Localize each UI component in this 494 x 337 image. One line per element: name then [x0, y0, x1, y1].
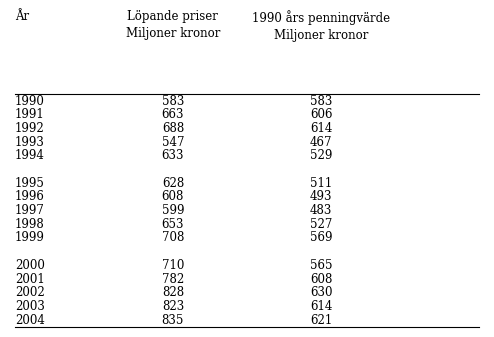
- Text: 621: 621: [310, 313, 332, 327]
- Text: 2004: 2004: [15, 313, 44, 327]
- Text: 835: 835: [162, 313, 184, 327]
- Text: Löpande priser
Miljoner kronor: Löpande priser Miljoner kronor: [125, 10, 220, 40]
- Text: 1990 års penningvärde
Miljoner kronor: 1990 års penningvärde Miljoner kronor: [252, 10, 390, 42]
- Text: 633: 633: [162, 149, 184, 162]
- Text: 823: 823: [162, 300, 184, 313]
- Text: 653: 653: [162, 218, 184, 231]
- Text: 599: 599: [162, 204, 184, 217]
- Text: 1998: 1998: [15, 218, 44, 231]
- Text: 782: 782: [162, 273, 184, 285]
- Text: 614: 614: [310, 300, 332, 313]
- Text: 614: 614: [310, 122, 332, 135]
- Text: 1993: 1993: [15, 136, 44, 149]
- Text: 583: 583: [162, 95, 184, 108]
- Text: 2000: 2000: [15, 259, 44, 272]
- Text: 1997: 1997: [15, 204, 44, 217]
- Text: 828: 828: [162, 286, 184, 299]
- Text: 1992: 1992: [15, 122, 44, 135]
- Text: 1990: 1990: [15, 95, 44, 108]
- Text: 493: 493: [310, 190, 332, 204]
- Text: 527: 527: [310, 218, 332, 231]
- Text: 529: 529: [310, 149, 332, 162]
- Text: År: År: [15, 10, 29, 23]
- Text: 1999: 1999: [15, 232, 44, 244]
- Text: 583: 583: [310, 95, 332, 108]
- Text: 688: 688: [162, 122, 184, 135]
- Text: 608: 608: [310, 273, 332, 285]
- Text: 1996: 1996: [15, 190, 44, 204]
- Text: 1995: 1995: [15, 177, 44, 190]
- Text: 467: 467: [310, 136, 332, 149]
- Text: 483: 483: [310, 204, 332, 217]
- Text: 630: 630: [310, 286, 332, 299]
- Text: 569: 569: [310, 232, 332, 244]
- Text: 565: 565: [310, 259, 332, 272]
- Text: 2001: 2001: [15, 273, 44, 285]
- Text: 708: 708: [162, 232, 184, 244]
- Text: 1991: 1991: [15, 109, 44, 121]
- Text: 2002: 2002: [15, 286, 44, 299]
- Text: 628: 628: [162, 177, 184, 190]
- Text: 710: 710: [162, 259, 184, 272]
- Text: 1994: 1994: [15, 149, 44, 162]
- Text: 547: 547: [162, 136, 184, 149]
- Text: 663: 663: [162, 109, 184, 121]
- Text: 2003: 2003: [15, 300, 44, 313]
- Text: 608: 608: [162, 190, 184, 204]
- Text: 606: 606: [310, 109, 332, 121]
- Text: 511: 511: [310, 177, 332, 190]
